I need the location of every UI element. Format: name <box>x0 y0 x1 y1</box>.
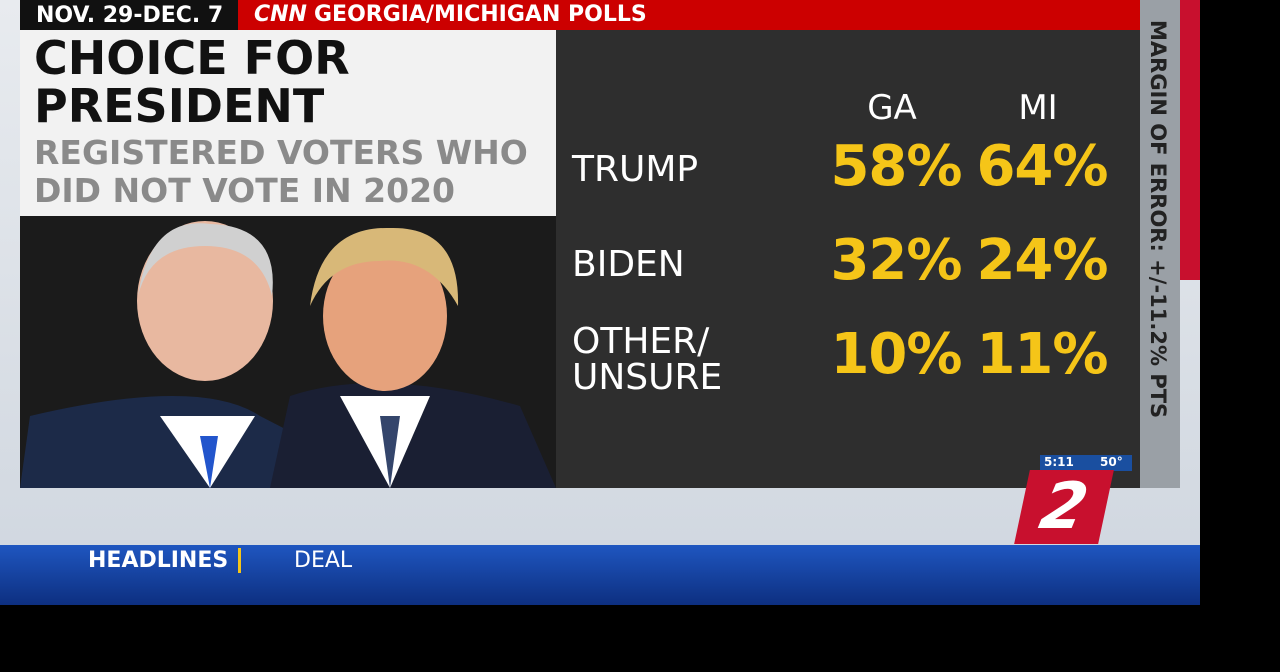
column-header: MI <box>1018 88 1058 128</box>
results-panel <box>556 30 1140 488</box>
value: 32% <box>830 228 962 293</box>
clock-bar: 5:11 50° <box>1040 455 1132 471</box>
value: 10% <box>830 322 962 387</box>
red-accent <box>1180 0 1200 280</box>
broadcast-frame: NOV. 29-DEC. 7 CNN GEORGIA/MICHIGAN POLL… <box>0 0 1200 605</box>
ticker-text: DEAL <box>294 548 353 573</box>
column-header: GA <box>867 88 917 128</box>
row-label: TRUMP <box>572 149 699 190</box>
candidates-photo <box>20 216 556 488</box>
station-logo: 2 <box>1014 470 1114 544</box>
date-label: NOV. 29-DEC. 7 <box>20 0 238 30</box>
value: 64% <box>976 134 1108 199</box>
time: 5:11 <box>1044 455 1074 469</box>
value: 24% <box>976 228 1108 293</box>
banner-bar: CNN GEORGIA/MICHIGAN POLLS <box>238 0 1140 30</box>
panel-title: CHOICE FOR PRESIDENT <box>34 31 350 133</box>
banner-title: GEORGIA/MICHIGAN POLLS <box>314 2 647 27</box>
ticker-label: HEADLINES <box>88 548 242 573</box>
title-panel: CHOICE FOR PRESIDENT REGISTERED VOTERS W… <box>20 30 556 216</box>
margin-of-error: MARGIN OF ERROR: +/-11.2% PTS <box>1146 20 1170 419</box>
value: 58% <box>830 134 962 199</box>
panel-subtitle: REGISTERED VOTERS WHO DID NOT VOTE IN 20… <box>34 133 528 210</box>
ticker: HEADLINES DEAL <box>0 545 1200 605</box>
temperature: 50° <box>1100 455 1123 469</box>
row-label: BIDEN <box>572 244 685 285</box>
margin-strip: MARGIN OF ERROR: +/-11.2% PTS <box>1140 0 1180 488</box>
value: 11% <box>976 322 1108 387</box>
network-logo: CNN <box>254 2 307 27</box>
row-label: OTHER/ UNSURE <box>572 321 723 398</box>
